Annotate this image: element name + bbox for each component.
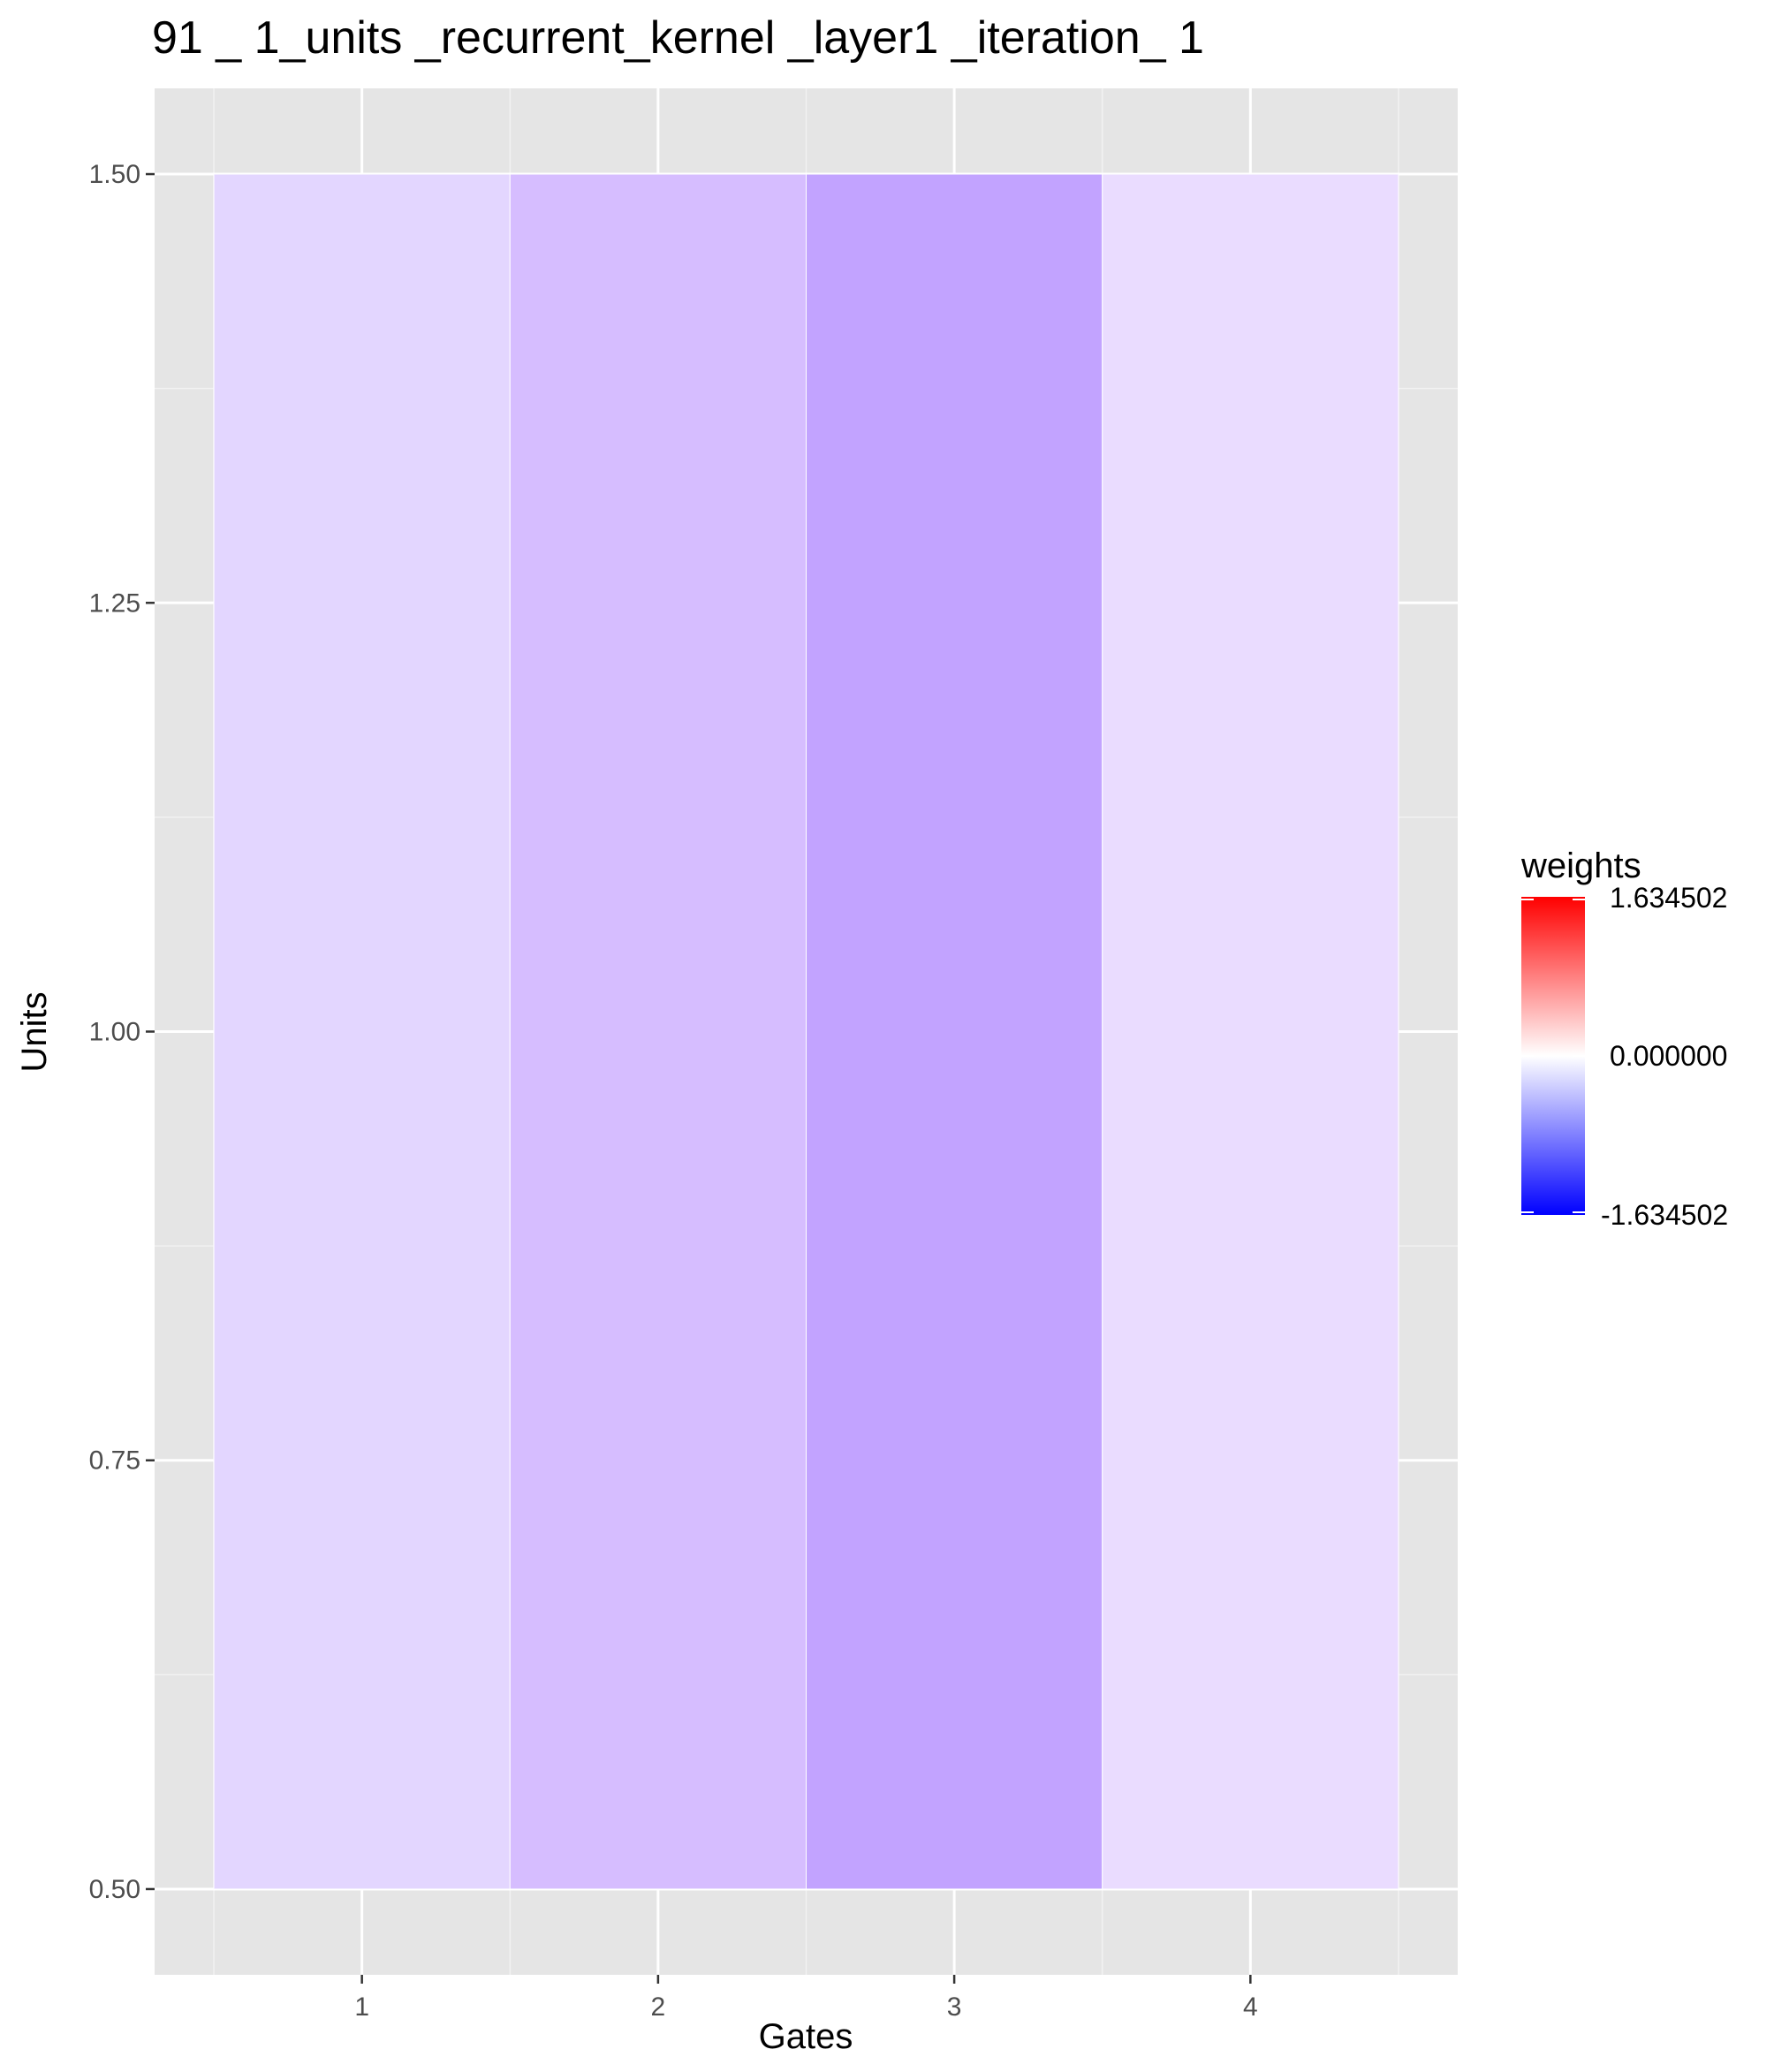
- heatmap-cell: [213, 173, 511, 1890]
- heatmap-cell: [1102, 173, 1399, 1890]
- y-axis-title: Units: [15, 991, 54, 1072]
- heatmap-cells: [213, 173, 1399, 1890]
- y-tick-label: 1.50: [89, 160, 140, 189]
- x-tick-label: 2: [651, 1992, 666, 2022]
- chart-title: 91 _ 1_units _recurrent_kernel _layer1 _…: [152, 12, 1204, 64]
- y-tick-label: 0.75: [89, 1446, 140, 1476]
- x-axis-title: Gates: [759, 2017, 853, 2056]
- legend-label-max: 1.634502: [1610, 882, 1727, 914]
- legend-label-mid: 0.000000: [1610, 1040, 1727, 1072]
- heatmap-cell: [806, 173, 1103, 1890]
- legend-label-min: -1.634502: [1601, 1199, 1728, 1231]
- y-tick-label: 1.25: [89, 588, 140, 618]
- heatmap-cell: [509, 173, 807, 1890]
- y-tick-label: 0.50: [89, 1875, 140, 1904]
- legend-title: weights: [1520, 846, 1641, 885]
- x-tick-label: 4: [1243, 1992, 1258, 2022]
- x-tick-label: 1: [354, 1992, 369, 2022]
- x-axis: 1 2 3 4: [354, 1975, 1258, 2022]
- y-tick-label: 1.00: [89, 1018, 140, 1047]
- legend: weights 1.634502 0.000000 -1.634502: [1520, 846, 1728, 1231]
- legend-ticks: [1521, 899, 1585, 1213]
- x-tick-label: 3: [947, 1992, 962, 2022]
- y-axis: 0.50 0.75 1.00 1.25 1.50: [89, 160, 155, 1904]
